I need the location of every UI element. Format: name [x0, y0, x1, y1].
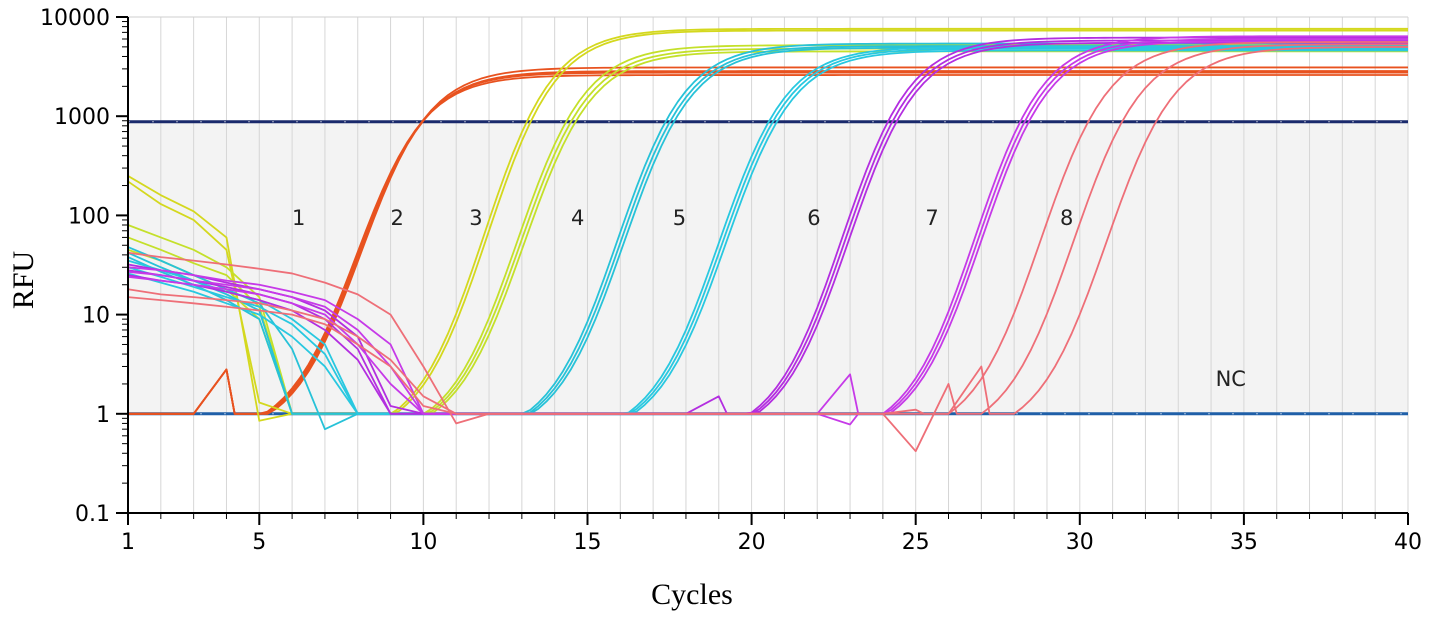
curve-label-5: 5 — [673, 206, 686, 230]
curve-label-6: 6 — [807, 206, 820, 230]
y-axis-title: RFU — [7, 250, 40, 309]
x-tick-label-35: 35 — [1230, 530, 1258, 555]
amplification-chart: 1 5 10 15 20 25 30 35 40 0.1 1 10 100 1000 10000 12345… — [0, 0, 1429, 619]
curve-label-4: 4 — [571, 206, 584, 230]
x-tick-label-25: 25 — [902, 530, 930, 555]
curve-label-8: 8 — [1060, 206, 1073, 230]
x-tick-label-1: 1 — [121, 530, 135, 555]
x-tick-label-30: 30 — [1066, 530, 1094, 555]
x-axis-title: Cycles — [651, 578, 733, 611]
x-tick-label-15: 15 — [573, 530, 601, 555]
x-tick-label-40: 40 — [1394, 530, 1422, 555]
y-tick-label-0.1: 0.1 — [75, 502, 110, 527]
x-tick-label-10: 10 — [409, 530, 437, 555]
y-tick-label-1: 1 — [96, 403, 110, 428]
x-tick-label-5: 5 — [252, 530, 266, 555]
curve-label-7: 7 — [925, 206, 938, 230]
y-tick-label-10000: 10000 — [40, 6, 110, 31]
y-tick-label-10: 10 — [82, 304, 110, 329]
curve-label-nc: NC — [1216, 367, 1246, 391]
curve-label-3: 3 — [469, 206, 482, 230]
y-tick-label-100: 100 — [68, 204, 110, 229]
y-tick-label-1000: 1000 — [54, 105, 110, 130]
x-tick-label-20: 20 — [738, 530, 766, 555]
chart-svg: 1 5 10 15 20 25 30 35 400.1110100100010000 12345… — [0, 0, 1429, 619]
curve-label-2: 2 — [390, 206, 403, 230]
curve-label-1: 1 — [292, 206, 305, 230]
